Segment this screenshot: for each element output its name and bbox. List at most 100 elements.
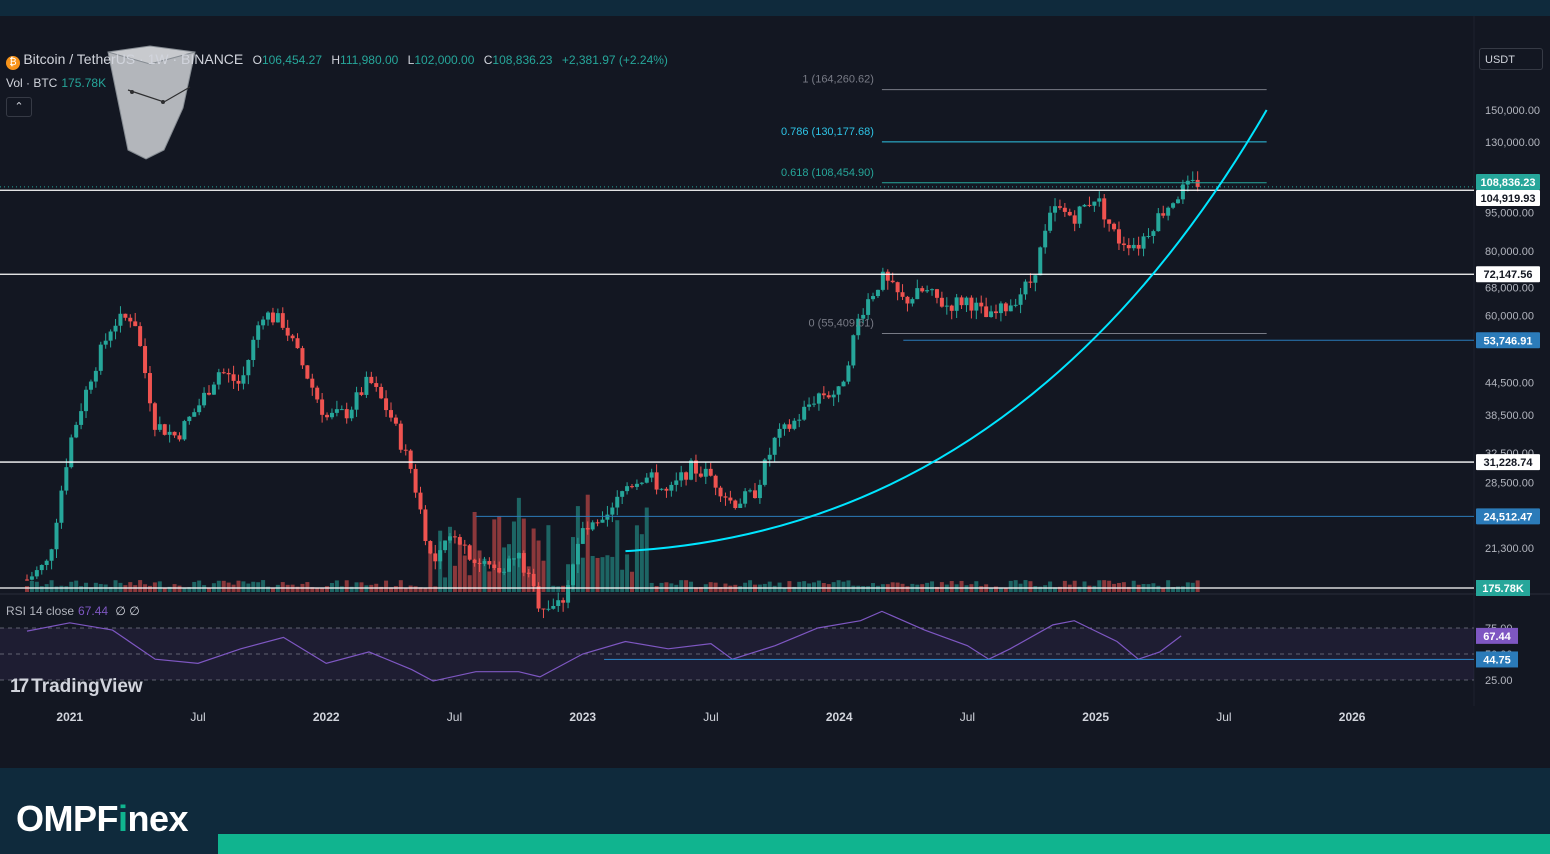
candle-body: [792, 420, 797, 429]
volume-bar: [1053, 587, 1058, 592]
candle-body: [993, 311, 998, 314]
candle-body: [172, 431, 177, 436]
candle-body: [1116, 229, 1121, 244]
price-tag-layer: 108,836.23 104,919.93 72,147.56 53,746.91 31…: [1476, 174, 1540, 668]
price-tag-label: 108,836.23: [1480, 177, 1535, 189]
volume-bar: [108, 586, 113, 592]
candle-body: [266, 312, 271, 320]
volume-bar: [472, 511, 477, 592]
volume-bar: [600, 557, 605, 592]
candle-body: [634, 483, 639, 487]
candle-body: [630, 486, 635, 488]
volume-bar: [811, 582, 816, 592]
volume-bar: [536, 540, 541, 592]
volume-bar: [974, 581, 979, 592]
candle-body: [821, 393, 826, 396]
candle-body: [108, 331, 113, 341]
candle-body: [344, 409, 349, 419]
volume-label: Vol · BTC: [6, 76, 58, 90]
volume-bar: [266, 586, 271, 592]
volume-bar: [197, 580, 202, 592]
high-value: 111,980.00: [340, 53, 399, 67]
rsi-support-tag: [1476, 651, 1518, 668]
candle-body: [206, 392, 211, 395]
candle-body: [703, 468, 708, 477]
time-tick-label: 2024: [826, 710, 853, 724]
currency-button[interactable]: USDT: [1479, 48, 1543, 70]
candle-body: [516, 553, 521, 559]
candle-body: [989, 311, 994, 318]
candle-body: [443, 540, 448, 551]
candle-body: [29, 576, 34, 580]
candle-body: [113, 325, 118, 332]
candle-body: [507, 558, 512, 572]
volume-bar: [221, 580, 226, 592]
candle-body: [856, 318, 861, 336]
candle-body: [767, 454, 772, 460]
volume-bar: [64, 586, 69, 592]
volume-bar: [1023, 580, 1028, 592]
price-chart[interactable]: 1 (164,260.62) 0.786 (130,177.68) 0.618 (1…: [0, 16, 1550, 768]
time-tick-label: 2023: [569, 710, 596, 724]
candle-body: [777, 428, 782, 438]
candle-body: [428, 541, 433, 554]
candle-body: [418, 492, 423, 510]
candle-body: [374, 383, 379, 387]
growth-curve: [625, 109, 1268, 553]
time-tick-label: 2025: [1082, 710, 1109, 724]
candle-body: [536, 586, 541, 609]
candle-body: [261, 319, 266, 326]
candle-body: [59, 490, 64, 523]
price-tag-label: 31,228.74: [1484, 457, 1534, 469]
volume-bar: [1097, 580, 1102, 592]
collapse-legend-button[interactable]: ⌃: [6, 97, 32, 117]
candle-body: [1136, 244, 1141, 249]
volume-bar: [526, 566, 531, 592]
volume-bar: [270, 587, 275, 592]
chart-panel[interactable]: [0, 16, 1550, 768]
price-tick-label: 150,000.00: [1485, 105, 1540, 117]
candle-body: [974, 302, 979, 311]
candle-body: [467, 545, 472, 560]
volume-bar: [1057, 586, 1062, 592]
candle-body: [1180, 184, 1185, 200]
volume-bar: [1013, 580, 1018, 592]
candle-body: [605, 514, 610, 520]
candle-body: [216, 372, 221, 385]
candle-body: [915, 288, 920, 300]
candle-body: [138, 326, 143, 347]
candle-body: [954, 297, 959, 311]
3d-cube-widget-icon[interactable]: [107, 45, 196, 160]
symbol-title[interactable]: Bitcoin / TetherUS · 1W · BINANCE: [23, 51, 244, 67]
volume-bar: [487, 571, 492, 592]
candle-body: [300, 348, 305, 366]
candle-body: [693, 460, 698, 474]
candle-body: [949, 305, 954, 311]
volume-bar: [1038, 586, 1043, 592]
rsi-legend[interactable]: RSI 14 close 67.44 ∅ ∅: [6, 604, 140, 618]
volume-bar: [625, 554, 630, 592]
candle-layer: [25, 171, 1200, 619]
watermark-text: TradingView: [31, 676, 143, 697]
volume-bar: [497, 516, 502, 592]
candle-body: [566, 585, 571, 603]
candle-body: [1131, 244, 1136, 249]
candle-body: [1057, 206, 1062, 208]
candle-body: [674, 480, 679, 485]
volume-bar: [728, 585, 733, 592]
volume-bar: [846, 580, 851, 592]
volume-bar: [556, 586, 561, 592]
candle-body: [595, 522, 600, 524]
candle-body: [910, 299, 915, 304]
candle-body: [610, 507, 615, 515]
volume-bar: [772, 585, 777, 592]
candle-body: [103, 340, 108, 345]
candle-body: [811, 403, 816, 405]
volume-bar: [251, 581, 256, 592]
candle-body: [197, 405, 202, 413]
volume-legend[interactable]: Vol · BTC 175.78K: [6, 76, 106, 90]
volume-bar: [639, 534, 644, 592]
volume-bar: [349, 586, 354, 592]
candle-body: [723, 496, 728, 498]
candle-body: [846, 365, 851, 382]
